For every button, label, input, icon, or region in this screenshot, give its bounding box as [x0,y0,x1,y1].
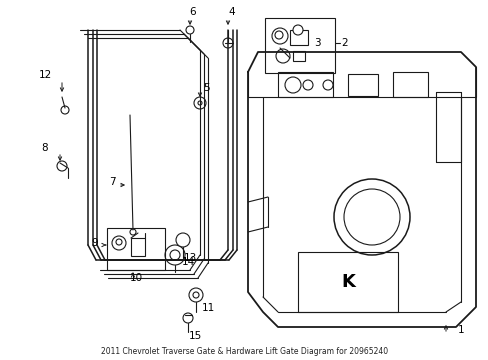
Bar [131,238,145,256]
Circle shape [164,245,184,265]
Circle shape [130,229,136,235]
Circle shape [193,292,199,298]
Circle shape [198,101,202,105]
Circle shape [176,233,190,247]
Bar [278,72,332,97]
Text: 8: 8 [41,143,48,153]
Text: 2011 Chevrolet Traverse Gate & Hardware Lift Gate Diagram for 20965240: 2011 Chevrolet Traverse Gate & Hardware … [101,347,387,356]
Circle shape [303,80,312,90]
Text: 11: 11 [201,303,214,313]
Text: 7: 7 [108,177,115,187]
Bar [292,51,305,61]
Text: 15: 15 [188,331,201,341]
Circle shape [285,77,301,93]
Bar [392,72,427,97]
Circle shape [223,38,232,48]
Text: 5: 5 [203,83,210,93]
Circle shape [323,80,332,90]
Circle shape [292,25,303,35]
Bar [264,18,334,73]
Text: 10: 10 [129,273,142,283]
Bar [289,30,307,45]
Text: 4: 4 [228,7,235,17]
Text: 13: 13 [183,253,196,263]
Circle shape [189,288,203,302]
Circle shape [185,26,194,34]
Circle shape [183,313,193,323]
Text: 14: 14 [181,257,194,267]
Circle shape [61,106,69,114]
Bar [297,252,397,312]
Text: K: K [340,273,354,291]
Text: 2: 2 [341,38,347,48]
Text: 6: 6 [189,7,196,17]
Text: 9: 9 [92,238,98,248]
Text: 12: 12 [38,70,52,80]
Bar [347,74,377,96]
Circle shape [194,97,205,109]
Circle shape [57,161,67,171]
Text: 1: 1 [457,325,464,335]
Text: 3: 3 [313,38,320,48]
Bar [107,228,164,270]
Circle shape [170,250,180,260]
